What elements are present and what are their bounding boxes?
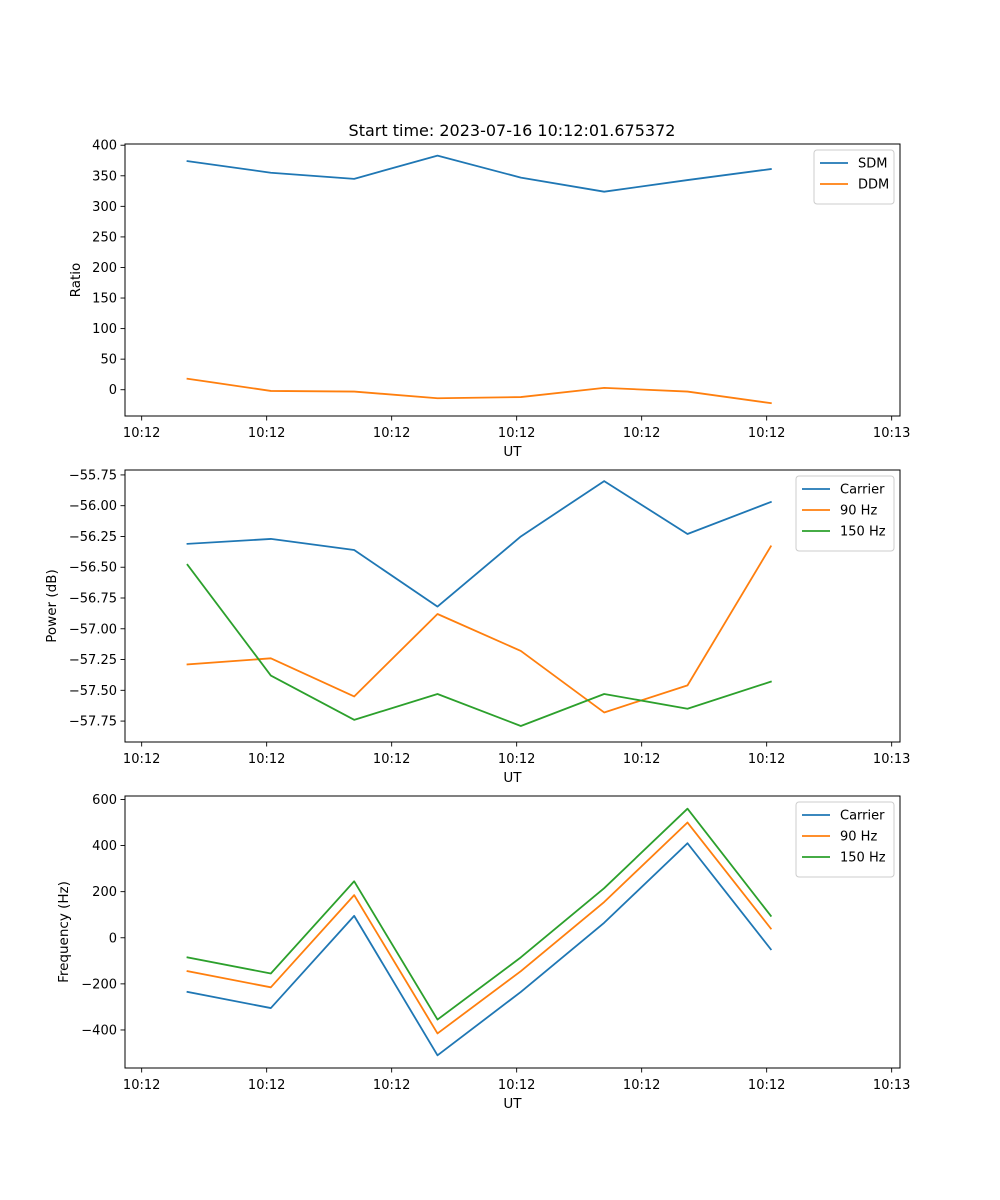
y-tick-label: −57.75 — [69, 715, 117, 730]
legend-label: 90 Hz — [840, 504, 877, 519]
y-tick-label: 0 — [109, 383, 117, 398]
panel-1: 10:12 10:12 10:12 10:12 10:12 10:12 10:13 0 50 10… — [68, 139, 910, 460]
legend-label: SDM — [858, 157, 887, 172]
y-tick-label: −56.25 — [69, 530, 117, 545]
x-tick-label: 10:12 — [248, 426, 285, 441]
y-tick-label: 200 — [92, 261, 117, 276]
y-tick-label: 100 — [92, 322, 117, 337]
x-tick-label: 10:12 — [373, 752, 410, 767]
x-tick-label: 10:12 — [123, 752, 160, 767]
y-tick-label: 400 — [92, 139, 117, 154]
y-tick-label: −200 — [81, 977, 117, 992]
series-line-150-hz — [186, 807, 773, 1021]
legend-box — [795, 475, 895, 552]
x-axis-label: UT — [503, 1096, 522, 1112]
panels: 10:12 10:12 10:12 10:12 10:12 10:12 10:13 0 50 10… — [44, 139, 910, 1112]
y-tick-label: −57.25 — [69, 653, 117, 668]
axes-frame — [124, 469, 901, 743]
legend-label: Carrier — [840, 809, 885, 824]
x-tick-label: 10:12 — [123, 426, 160, 441]
y-tick-label: 300 — [92, 200, 117, 215]
x-tick-label: 10:12 — [623, 426, 660, 441]
x-tick-label: 10:12 — [623, 752, 660, 767]
y-tick-label: −56.00 — [69, 499, 117, 514]
x-tick-label: 10:12 — [373, 1078, 410, 1093]
legend: Carrier 90 Hz 150 Hz — [795, 801, 895, 878]
x-tick-label: 10:12 — [248, 752, 285, 767]
legend-label: 150 Hz — [840, 851, 886, 866]
y-tick-label: −56.50 — [69, 561, 117, 576]
x-tick-label: 10:13 — [873, 1078, 910, 1093]
legend-label: DDM — [858, 178, 889, 193]
y-tick-label: −400 — [81, 1023, 117, 1038]
x-tick-label: 10:12 — [373, 426, 410, 441]
y-tick-label: −57.50 — [69, 684, 117, 699]
x-tick-label: 10:12 — [748, 426, 785, 441]
y-axis-label: Ratio — [68, 263, 84, 298]
legend-label: Carrier — [840, 483, 885, 498]
series-line-sdm — [186, 154, 772, 193]
x-tick-label: 10:13 — [873, 752, 910, 767]
x-tick-label: 10:12 — [748, 752, 785, 767]
x-tick-label: 10:12 — [623, 1078, 660, 1093]
legend-box — [795, 801, 895, 878]
y-tick-label: −55.75 — [69, 468, 117, 483]
x-tick-label: 10:12 — [498, 1078, 535, 1093]
legend: SDM DDM — [813, 149, 895, 205]
figure-title: Start time: 2023-07-16 10:12:01.675372 — [349, 121, 676, 140]
series-line-150-hz — [186, 563, 772, 727]
y-tick-label: −56.75 — [69, 592, 117, 607]
y-tick-label: 0 — [109, 931, 117, 946]
panel-3: 10:12 10:12 10:12 10:12 10:12 10:12 10:13 −400 −… — [56, 793, 910, 1112]
y-tick-label: 600 — [92, 793, 117, 808]
series-line-ddm — [186, 377, 772, 405]
x-tick-label: 10:12 — [498, 426, 535, 441]
x-tick-label: 10:12 — [498, 752, 535, 767]
x-axis-label: UT — [503, 444, 522, 460]
y-axis-label: Power (dB) — [44, 569, 60, 642]
legend-label: 150 Hz — [840, 525, 886, 540]
y-tick-label: 150 — [92, 292, 117, 307]
x-axis-label: UT — [503, 770, 522, 786]
panel-2: 10:12 10:12 10:12 10:12 10:12 10:12 10:13 −57.7… — [44, 468, 910, 786]
x-tick-label: 10:12 — [123, 1078, 160, 1093]
y-axis-label: Frequency (Hz) — [56, 881, 72, 983]
y-tick-label: 350 — [92, 169, 117, 184]
series-line-90-hz — [186, 545, 773, 714]
y-tick-label: 250 — [92, 230, 117, 245]
legend: Carrier 90 Hz 150 Hz — [795, 475, 895, 552]
x-tick-label: 10:12 — [748, 1078, 785, 1093]
series-line-carrier — [186, 842, 773, 1057]
y-tick-label: 400 — [92, 839, 117, 854]
y-tick-label: 50 — [100, 353, 117, 368]
axes-frame — [124, 143, 901, 417]
x-tick-label: 10:12 — [248, 1078, 285, 1093]
axes-frame — [124, 795, 901, 1069]
y-tick-label: 200 — [92, 885, 117, 900]
y-tick-label: −57.00 — [69, 622, 117, 637]
series-line-carrier — [186, 480, 772, 608]
x-tick-label: 10:13 — [873, 426, 910, 441]
series-line-90-hz — [186, 821, 773, 1035]
legend-label: 90 Hz — [840, 830, 877, 845]
